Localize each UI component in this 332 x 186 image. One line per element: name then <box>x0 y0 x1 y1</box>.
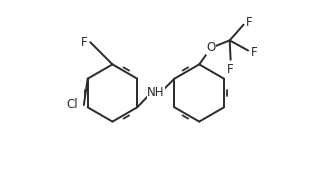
Text: NH: NH <box>147 86 165 100</box>
Text: F: F <box>246 16 253 29</box>
Text: F: F <box>81 36 88 49</box>
Text: Cl: Cl <box>67 99 78 111</box>
Text: O: O <box>207 41 216 54</box>
Text: F: F <box>226 62 233 76</box>
Text: F: F <box>251 46 258 59</box>
